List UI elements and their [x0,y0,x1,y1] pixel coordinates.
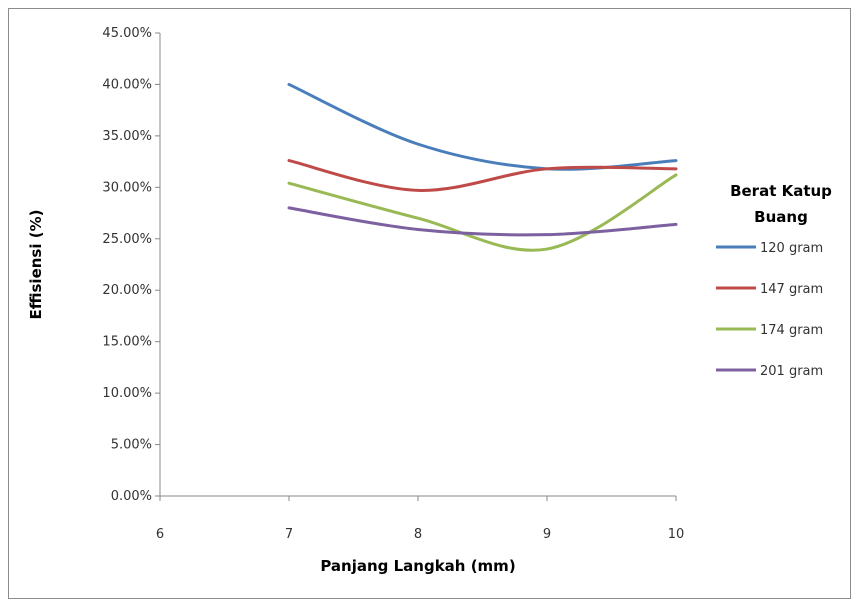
y-tick-label: 25.00% [102,232,152,247]
x-tick-label: 10 [668,527,685,542]
series-line-2 [287,159,678,192]
x-tick-label: 6 [156,527,164,542]
legend-label-1: 120 gram [760,241,823,256]
y-tick-label: 20.00% [102,283,152,298]
series-line-1 [287,82,678,171]
y-tick-label: 45.00% [102,26,152,41]
y-tick-label: 40.00% [102,77,152,92]
y-tick-label: 30.00% [102,180,152,195]
legend: Berat Katup Buang 120 gram 147 gram 174 gr… [716,182,832,379]
y-tick-label: 10.00% [102,386,152,401]
x-tick-label: 8 [414,527,422,542]
legend-label-4: 201 gram [760,364,823,379]
chart-frame [8,8,851,599]
x-tick-label: 7 [285,527,293,542]
x-tick-label: 9 [543,527,551,542]
chart-axes [159,33,676,497]
legend-label-3: 174 gram [760,323,823,338]
x-axis-title: Panjang Langkah (mm) [320,557,515,575]
legend-label-2: 147 gram [760,282,823,297]
x-tick-labels: 6 7 8 9 10 [156,496,684,542]
y-tick-label: 15.00% [102,335,152,350]
series-line-3 [287,173,678,252]
legend-title-line-1: Berat Katup [730,182,832,200]
legend-title-line-2: Buang [754,208,808,226]
y-axis-title: Effisiensi (%) [27,210,45,320]
series-lines [287,82,678,252]
y-tick-labels: 0.00% 5.00% 10.00% 15.00% 20.00% 25.00% 30.00%… [102,26,160,504]
y-tick-label: 0.00% [111,489,152,504]
y-tick-label: 5.00% [111,438,152,453]
series-line-4 [287,206,678,237]
y-tick-label: 35.00% [102,129,152,144]
